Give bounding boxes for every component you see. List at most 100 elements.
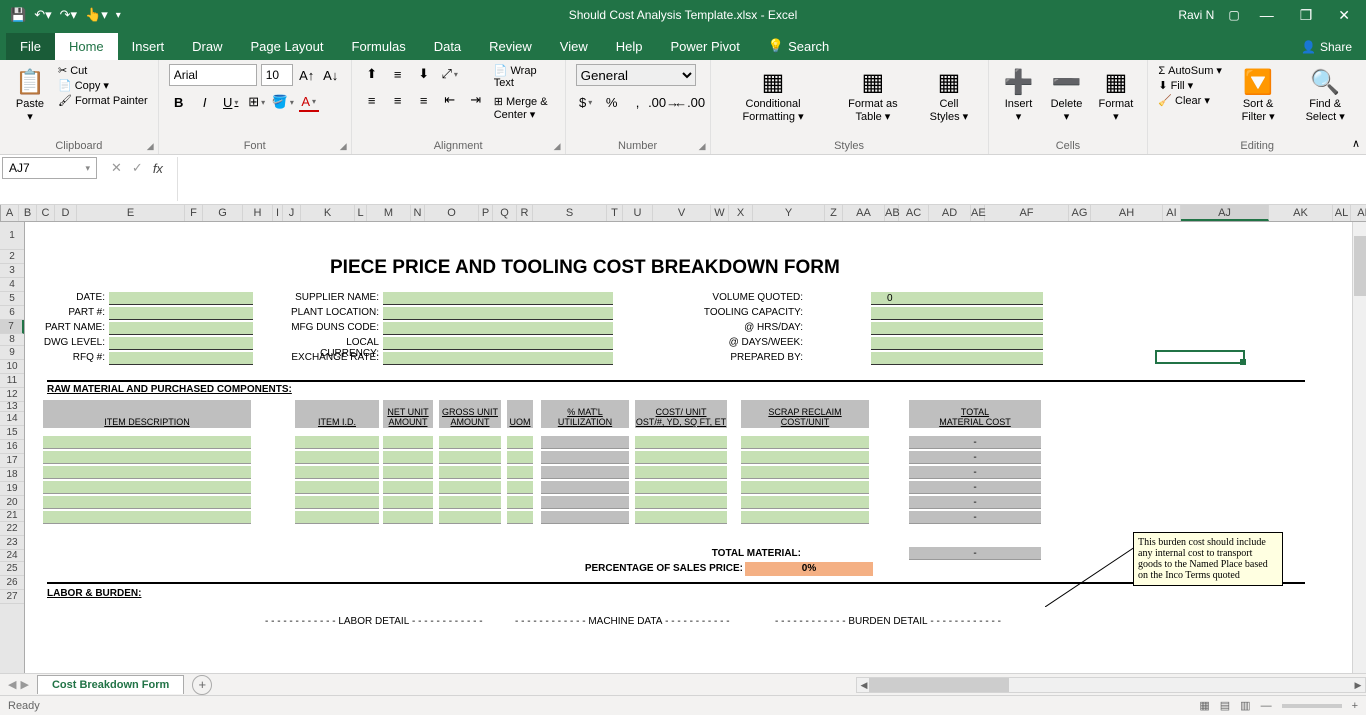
data-cell[interactable] [295, 481, 379, 494]
col-header-S[interactable]: S [533, 205, 607, 221]
view-page-break-icon[interactable]: ▥ [1240, 699, 1250, 712]
col-header-AG[interactable]: AG [1069, 205, 1091, 221]
row-header-15[interactable]: 15 [0, 426, 24, 440]
data-cell[interactable] [43, 496, 251, 509]
tab-data[interactable]: Data [420, 33, 475, 60]
fill-button[interactable]: ⬇ Fill ▾ [1158, 79, 1222, 92]
underline-button[interactable]: U [221, 92, 241, 112]
data-cell[interactable] [439, 436, 501, 449]
accounting-format-icon[interactable]: $ [576, 92, 596, 112]
data-cell[interactable] [439, 466, 501, 479]
font-launcher-icon[interactable]: ◢ [340, 141, 347, 152]
data-cell[interactable] [741, 511, 869, 524]
field-input[interactable] [109, 322, 253, 335]
cut-button[interactable]: ✂ Cut [58, 64, 148, 77]
data-cell[interactable] [43, 436, 251, 449]
col-header-F[interactable]: F [185, 205, 203, 221]
col-header-G[interactable]: G [203, 205, 243, 221]
data-cell[interactable] [507, 466, 533, 479]
tab-view[interactable]: View [546, 33, 602, 60]
delete-cells-button[interactable]: ➖Delete▾ [1047, 64, 1087, 126]
col-header-AI[interactable]: AI [1163, 205, 1181, 221]
wrap-text-button[interactable]: 📄 Wrap Text [494, 64, 555, 89]
data-cell[interactable]: - [909, 436, 1041, 449]
row-header-1[interactable]: 1 [0, 222, 24, 250]
row-header-21[interactable]: 21 [0, 510, 24, 522]
align-bottom-icon[interactable]: ⬇ [414, 64, 434, 84]
autosum-button[interactable]: Σ AutoSum ▾ [1158, 64, 1222, 77]
data-cell[interactable]: - [909, 451, 1041, 464]
sheet-tab-active[interactable]: Cost Breakdown Form [37, 675, 184, 694]
col-header-Q[interactable]: Q [493, 205, 517, 221]
data-cell[interactable] [383, 496, 433, 509]
field-input[interactable] [109, 352, 253, 365]
clear-button[interactable]: 🧹 Clear ▾ [1158, 94, 1222, 107]
format-as-table-button[interactable]: ▦Format as Table ▾ [833, 64, 912, 126]
data-cell[interactable] [635, 496, 727, 509]
add-sheet-button[interactable]: + [192, 675, 212, 695]
data-cell[interactable] [439, 451, 501, 464]
zoom-in-icon[interactable]: + [1352, 700, 1358, 712]
zoom-out-icon[interactable]: — [1261, 700, 1272, 712]
data-cell[interactable] [741, 496, 869, 509]
data-cell[interactable] [383, 511, 433, 524]
data-cell[interactable] [635, 436, 727, 449]
collapse-ribbon-icon[interactable]: ∧ [1352, 137, 1360, 150]
col-header-AB[interactable]: AB [885, 205, 899, 221]
row-header-26[interactable]: 26 [0, 576, 24, 590]
row-header-23[interactable]: 23 [0, 536, 24, 550]
font-color-button[interactable]: A [299, 92, 319, 112]
col-header-I[interactable]: I [273, 205, 283, 221]
col-header-J[interactable]: J [283, 205, 301, 221]
field-input[interactable] [383, 307, 613, 320]
qat-more-icon[interactable]: ▾ [116, 10, 121, 21]
sheet-nav-next[interactable]: ▶ [20, 678, 28, 691]
col-header-L[interactable]: L [355, 205, 367, 221]
vertical-scrollbar[interactable] [1352, 222, 1366, 673]
col-header-Y[interactable]: Y [753, 205, 825, 221]
row-header-20[interactable]: 20 [0, 496, 24, 510]
view-page-layout-icon[interactable]: ▤ [1220, 699, 1230, 712]
decrease-indent-icon[interactable]: ⇤ [440, 90, 460, 110]
data-cell[interactable] [541, 496, 629, 509]
field-input[interactable] [871, 292, 1043, 305]
horizontal-scrollbar[interactable]: ◀ ▶ [856, 677, 1366, 693]
col-header-AF[interactable]: AF [985, 205, 1069, 221]
tab-review[interactable]: Review [475, 33, 546, 60]
conditional-formatting-button[interactable]: ▦Conditional Formatting ▾ [721, 64, 826, 126]
redo-icon[interactable]: ↷▾ [60, 7, 77, 23]
row-header-11[interactable]: 11 [0, 374, 24, 388]
view-normal-icon[interactable]: ▦ [1199, 699, 1209, 712]
field-input[interactable] [383, 292, 613, 305]
ribbon-display-icon[interactable]: ▢ [1228, 8, 1239, 22]
tab-home[interactable]: Home [55, 33, 118, 60]
data-cell[interactable]: - [909, 466, 1041, 479]
number-format-select[interactable]: General [576, 64, 696, 86]
data-cell[interactable] [541, 466, 629, 479]
data-cell[interactable]: - [909, 481, 1041, 494]
formula-input[interactable] [177, 157, 1364, 201]
row-header-7[interactable]: 7 [0, 320, 24, 334]
col-header-R[interactable]: R [517, 205, 533, 221]
col-header-K[interactable]: K [301, 205, 355, 221]
percent-format-icon[interactable]: % [602, 92, 622, 112]
data-cell[interactable] [439, 511, 501, 524]
user-name[interactable]: Ravi N [1178, 8, 1214, 22]
align-middle-icon[interactable]: ≡ [388, 64, 408, 84]
row-header-16[interactable]: 16 [0, 440, 24, 454]
row-header-25[interactable]: 25 [0, 562, 24, 576]
decrease-font-icon[interactable]: A↓ [321, 65, 341, 85]
data-cell[interactable] [635, 511, 727, 524]
row-header-22[interactable]: 22 [0, 522, 24, 536]
data-cell[interactable] [507, 451, 533, 464]
align-center-icon[interactable]: ≡ [388, 90, 408, 110]
close-button[interactable]: ✕ [1332, 7, 1356, 24]
data-cell[interactable] [383, 436, 433, 449]
row-header-6[interactable]: 6 [0, 306, 24, 320]
insert-cells-button[interactable]: ➕Insert▾ [999, 64, 1039, 126]
col-header-N[interactable]: N [411, 205, 425, 221]
data-cell[interactable] [295, 451, 379, 464]
cell-styles-button[interactable]: ▦Cell Styles ▾ [920, 64, 977, 126]
maximize-button[interactable]: ❐ [1294, 7, 1319, 24]
row-header-27[interactable]: 27 [0, 590, 24, 604]
